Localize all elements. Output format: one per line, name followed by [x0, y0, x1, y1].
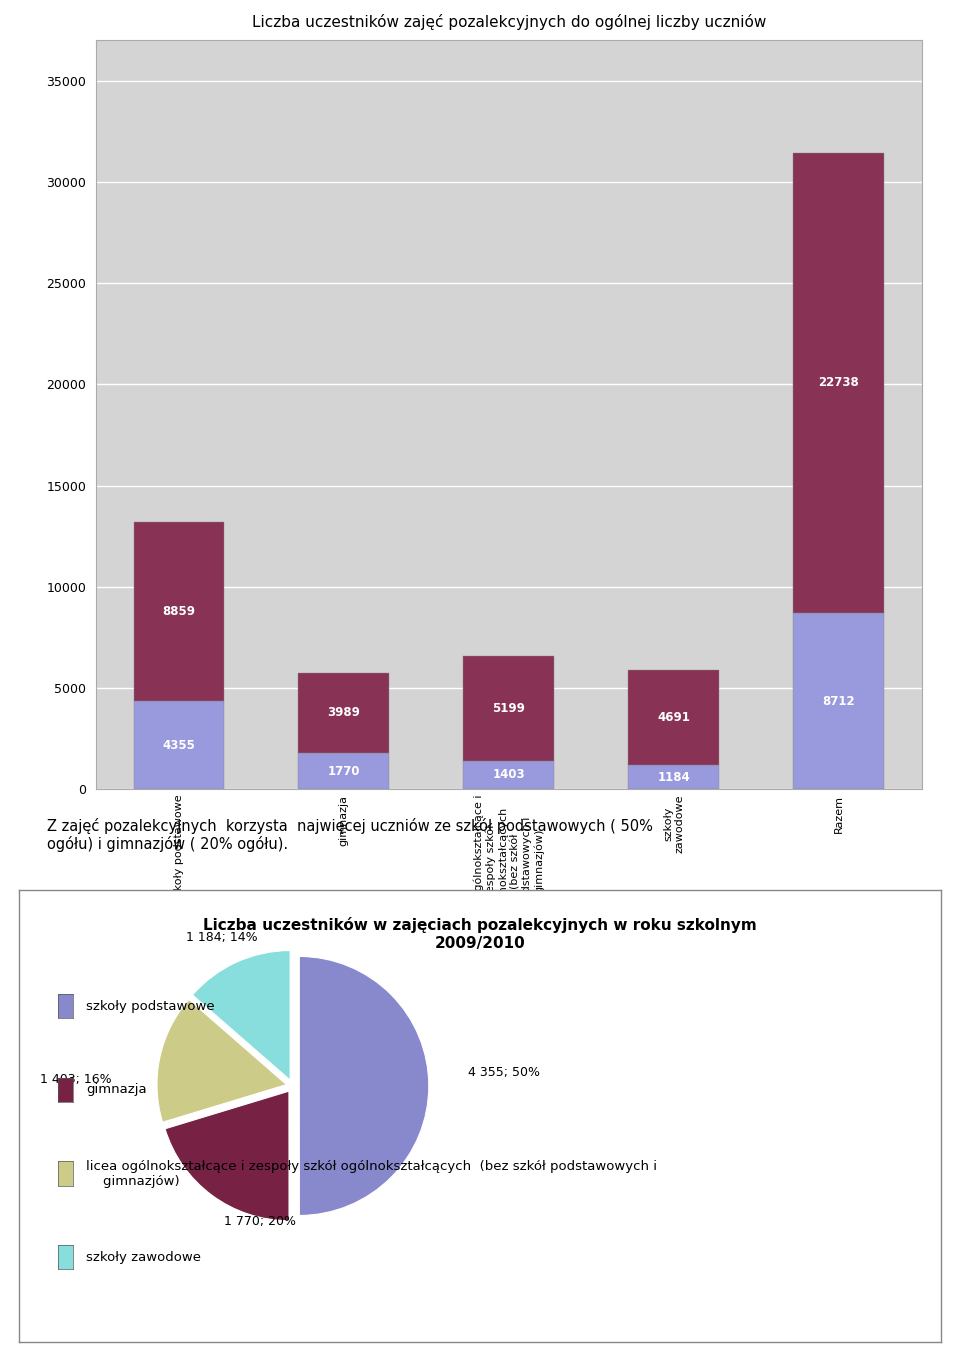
Legend: liczba uczestników, Liczba uczniów ogółem: liczba uczestników, Liczba uczniów ogółe…	[341, 1159, 677, 1172]
Bar	[299, 673, 389, 753]
Wedge shape	[157, 1000, 286, 1122]
Wedge shape	[300, 956, 429, 1215]
Text: 3989: 3989	[327, 707, 360, 719]
Text: 1 403; 16%: 1 403; 16%	[40, 1072, 111, 1086]
Text: 8859: 8859	[162, 604, 196, 618]
Wedge shape	[193, 951, 290, 1081]
Bar	[629, 670, 719, 765]
Text: 1403: 1403	[492, 769, 525, 781]
Text: gimnazja: gimnazja	[86, 1083, 147, 1097]
Text: 4691: 4691	[658, 711, 690, 724]
Text: 1 184; 14%: 1 184; 14%	[186, 931, 257, 943]
Title: Liczba uczestników zajęć pozalekcyjnych do ogólnej liczby uczniów: Liczba uczestników zajęć pozalekcyjnych …	[252, 13, 766, 30]
Bar	[464, 761, 554, 789]
Text: 5199: 5199	[492, 701, 525, 715]
Bar	[793, 612, 884, 789]
Text: 4 355; 50%: 4 355; 50%	[468, 1067, 540, 1079]
Bar	[133, 701, 225, 789]
Bar	[133, 522, 225, 701]
Text: 4355: 4355	[162, 739, 195, 751]
Text: Liczba uczestników w zajęciach pozalekcyjnych w roku szkolnym
2009/2010: Liczba uczestników w zajęciach pozalekcy…	[204, 917, 756, 951]
Wedge shape	[165, 1091, 289, 1221]
Text: 1184: 1184	[658, 770, 690, 784]
Bar	[299, 753, 389, 789]
Text: 8712: 8712	[823, 695, 855, 707]
Text: szkoły podstawowe: szkoły podstawowe	[86, 1000, 215, 1013]
Text: Z zajęć pozalekcyjnych  korzysta  najwięcej uczniów ze szkół podstawowych ( 50%
: Z zajęć pozalekcyjnych korzysta najwięce…	[47, 817, 653, 853]
Text: 22738: 22738	[818, 376, 859, 390]
Text: 1770: 1770	[327, 765, 360, 778]
Text: 1 770; 20%: 1 770; 20%	[225, 1215, 297, 1229]
Bar	[793, 152, 884, 612]
Bar	[464, 656, 554, 761]
Text: szkoły zawodowe: szkoły zawodowe	[86, 1251, 202, 1264]
Text: licea ogólnokształcące i zespoły szkół ogólnokształcących  (bez szkół podstawowy: licea ogólnokształcące i zespoły szkół o…	[86, 1160, 658, 1187]
Bar	[629, 765, 719, 789]
